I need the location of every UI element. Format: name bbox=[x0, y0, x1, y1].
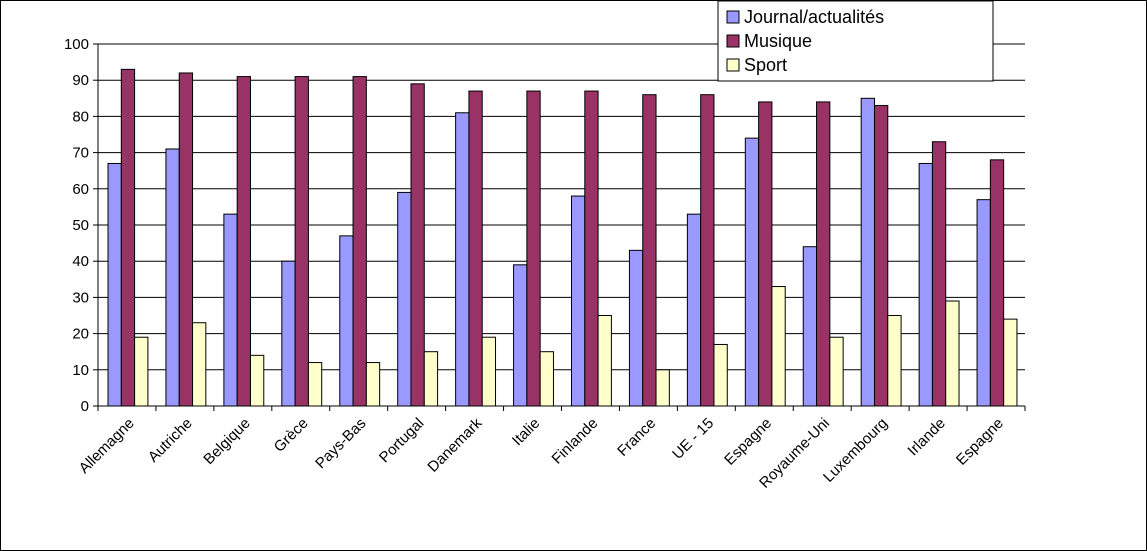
x-tick-label: Belgique bbox=[200, 415, 253, 468]
x-tick-label: Autriche bbox=[145, 415, 196, 466]
bar-journal bbox=[513, 264, 528, 407]
y-tick-label: 70 bbox=[72, 145, 89, 162]
bar-sport bbox=[539, 351, 554, 407]
y-tick-label: 80 bbox=[72, 108, 89, 125]
bar-sport bbox=[134, 336, 149, 407]
legend-label: Musique bbox=[744, 31, 812, 51]
x-tick-label: UE - 15 bbox=[669, 415, 717, 463]
legend-swatch bbox=[726, 34, 740, 48]
bar-sport bbox=[423, 351, 439, 407]
bar-musique bbox=[989, 159, 1005, 407]
x-tick-label: Pays-Bas bbox=[312, 415, 369, 472]
bar-musique bbox=[584, 90, 599, 407]
bar-journal bbox=[107, 162, 122, 407]
bar-journal bbox=[686, 213, 702, 407]
bar-journal bbox=[976, 199, 991, 407]
y-tick-label: 100 bbox=[64, 36, 89, 53]
bar-sport bbox=[887, 315, 902, 407]
bar-sport bbox=[192, 322, 207, 407]
y-tick-label: 0 bbox=[81, 398, 89, 415]
x-tick-label: Portugal bbox=[376, 415, 428, 467]
bar-journal bbox=[223, 213, 238, 407]
bar-journal bbox=[860, 97, 875, 407]
x-tick-label: France bbox=[614, 415, 659, 460]
bar-musique bbox=[873, 105, 889, 407]
bar-musique bbox=[816, 101, 831, 407]
legend: Journal/actualités Musique Sport bbox=[717, 0, 994, 82]
bar-musique bbox=[931, 141, 947, 407]
bar-sport bbox=[713, 343, 728, 407]
x-tick-label: Danemark bbox=[424, 414, 485, 475]
bar-journal bbox=[628, 249, 644, 407]
bar-journal bbox=[455, 112, 470, 407]
x-tick-label: Espagne bbox=[953, 415, 1007, 469]
x-tick-label: Finlande bbox=[549, 415, 602, 468]
bar-musique bbox=[294, 76, 309, 407]
bar-musique bbox=[642, 94, 657, 407]
y-tick-label: 20 bbox=[72, 326, 89, 343]
y-tick-label: 30 bbox=[72, 289, 89, 306]
legend-label: Sport bbox=[744, 55, 787, 75]
y-tick-label: 40 bbox=[72, 253, 89, 270]
x-tick-label: Italie bbox=[509, 415, 543, 449]
bar-journal bbox=[165, 148, 180, 407]
x-tick-label: Irlande bbox=[904, 415, 948, 459]
y-tick-label: 60 bbox=[72, 181, 89, 198]
legend-swatch bbox=[726, 10, 740, 24]
bar-journal bbox=[744, 137, 760, 407]
bar-musique bbox=[352, 76, 367, 407]
x-tick-label: Espagne bbox=[721, 415, 775, 469]
y-axis-ticks: 0 10 20 30 40 50 60 70 80 90 100 bbox=[64, 36, 98, 415]
x-tick-label: Grèce bbox=[271, 415, 312, 456]
bar-journal bbox=[281, 260, 296, 407]
bar-sport bbox=[597, 315, 612, 407]
bar-journal bbox=[397, 191, 412, 407]
bar-sport bbox=[1003, 318, 1018, 407]
x-tick-label: Allemagne bbox=[76, 415, 138, 477]
legend-swatch bbox=[726, 58, 740, 72]
bar-journal bbox=[571, 195, 586, 407]
bar-musique bbox=[178, 72, 194, 407]
bar-musique bbox=[526, 90, 541, 407]
y-tick-label: 10 bbox=[72, 362, 89, 379]
bar-sport bbox=[655, 369, 670, 407]
bar-musique bbox=[410, 83, 425, 407]
bar-sport bbox=[249, 354, 265, 407]
x-axis-ticks: Allemagne Autriche Belgique Grèce Pays-Bas Po… bbox=[76, 406, 1026, 492]
bar-musique bbox=[120, 68, 136, 407]
bar-journal bbox=[339, 235, 354, 407]
bar-musique bbox=[468, 90, 483, 407]
bar-sport bbox=[945, 300, 960, 407]
bar-sport bbox=[365, 362, 381, 407]
legend-box bbox=[717, 0, 994, 82]
bar-musique bbox=[700, 94, 715, 407]
bar-sport bbox=[771, 286, 786, 407]
bar-journal bbox=[918, 162, 933, 407]
bar-sport bbox=[829, 336, 844, 407]
bar-musique bbox=[758, 101, 773, 407]
bar-sport bbox=[481, 336, 497, 407]
y-tick-label: 50 bbox=[72, 217, 89, 234]
bars bbox=[107, 68, 1018, 407]
bar-musique bbox=[236, 76, 251, 407]
legend-label: Journal/actualités bbox=[744, 7, 884, 27]
bar-journal bbox=[802, 246, 818, 407]
y-tick-label: 90 bbox=[72, 72, 89, 89]
bar-sport bbox=[307, 362, 323, 407]
